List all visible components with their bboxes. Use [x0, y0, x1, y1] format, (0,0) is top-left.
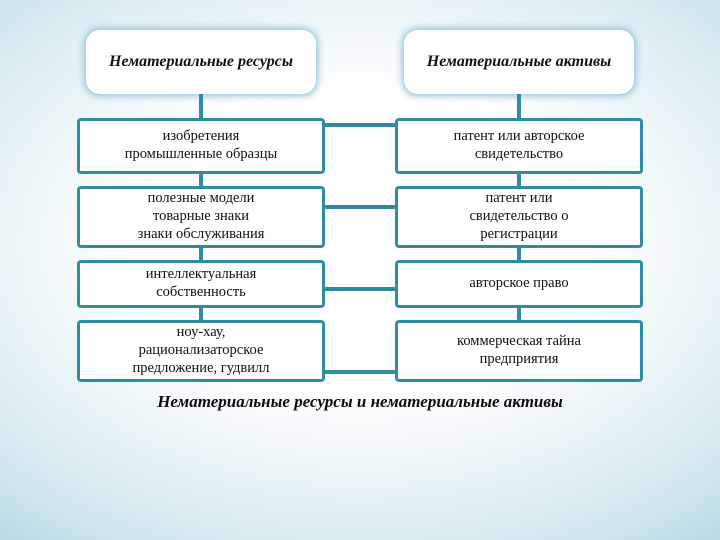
hconnector-1 — [322, 205, 398, 209]
left-box-2: интеллектуальнаясобственность — [77, 260, 325, 308]
right-box-3-line-1: предприятия — [480, 351, 559, 369]
left-header: Нематериальные ресурсы — [86, 30, 316, 94]
left-box-2-line-0: интеллектуальная — [146, 266, 257, 284]
left-box-3-line-2: предложение, гудвилл — [133, 360, 270, 378]
left-box-0-line-0: изобретения — [163, 128, 240, 146]
right-vline-1 — [517, 174, 521, 186]
left-box-3: ноу-хау,рационализаторскоепредложение, г… — [77, 320, 325, 382]
left-box-3-line-1: рационализаторское — [139, 342, 264, 360]
hconnector-3 — [322, 370, 398, 374]
left-box-1-line-1: товарные знаки — [153, 208, 249, 226]
hconnector-0 — [322, 123, 398, 127]
right-box-3-line-0: коммерческая тайна — [457, 333, 581, 351]
left-box-3-line-0: ноу-хау, — [177, 324, 226, 342]
right-box-0-line-0: патент или авторское — [454, 128, 585, 146]
right-header: Нематериальные активы — [404, 30, 634, 94]
right-vline-2 — [517, 248, 521, 260]
right-box-0-line-1: свидетельство — [475, 146, 563, 164]
right-column: Нематериальные активы патент или авторско… — [395, 30, 643, 382]
caption: Нематериальные ресурсы и нематериальные … — [50, 392, 670, 412]
left-box-1: полезные моделитоварные знакизнаки обслу… — [77, 186, 325, 248]
right-box-0: патент или авторскоесвидетельство — [395, 118, 643, 174]
right-box-1-line-0: патент или — [485, 190, 552, 208]
right-vline-3 — [517, 308, 521, 320]
left-column: Нематериальные ресурсы изобретенияпромышл… — [77, 30, 325, 382]
right-box-3: коммерческая тайнапредприятия — [395, 320, 643, 382]
left-vline-1 — [199, 174, 203, 186]
left-box-1-line-2: знаки обслуживания — [138, 226, 265, 244]
right-box-1-line-2: регистрации — [480, 226, 557, 244]
left-vline-2 — [199, 248, 203, 260]
right-box-2: авторское право — [395, 260, 643, 308]
left-box-2-line-1: собственность — [156, 284, 246, 302]
left-box-1-line-0: полезные модели — [148, 190, 255, 208]
left-vline-3 — [199, 308, 203, 320]
left-vline-0 — [199, 94, 203, 118]
right-box-2-line-0: авторское право — [469, 275, 568, 293]
left-box-0-line-1: промышленные образцы — [125, 146, 278, 164]
right-vline-0 — [517, 94, 521, 118]
left-box-0: изобретенияпромышленные образцы — [77, 118, 325, 174]
right-box-1-line-1: свидетельство о — [469, 208, 568, 226]
hconnector-2 — [322, 287, 398, 291]
right-box-1: патент илисвидетельство орегистрации — [395, 186, 643, 248]
